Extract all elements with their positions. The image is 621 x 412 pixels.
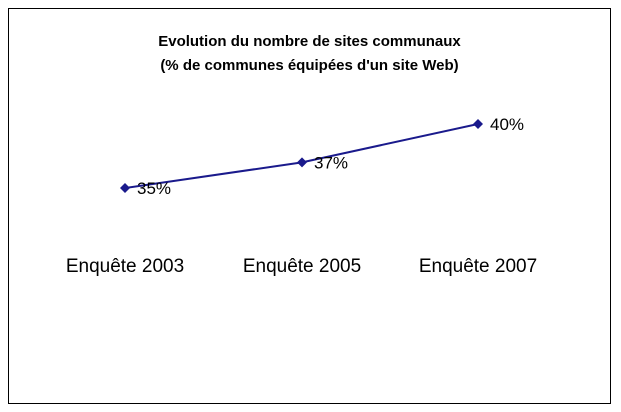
x-tick-label: Enquête 2005 bbox=[243, 256, 361, 277]
data-label: 37% bbox=[314, 153, 348, 172]
data-point-marker bbox=[297, 157, 307, 168]
x-tick-label: Enquête 2003 bbox=[66, 256, 184, 277]
chart-subtitle: (% de communes équipées d'un site Web) bbox=[160, 57, 459, 74]
chart-title: Evolution du nombre de sites communaux bbox=[158, 33, 461, 50]
x-tick-label: Enquête 2007 bbox=[419, 256, 537, 277]
data-point-marker bbox=[120, 183, 130, 193]
tick-label-group: Enquête 2003 Enquête 2005 Enquête 2007 bbox=[66, 256, 537, 277]
data-label: 35% bbox=[137, 179, 171, 198]
chart-frame: Evolution du nombre de sites communaux (… bbox=[8, 8, 611, 404]
series-group: 35% 37% 40% bbox=[120, 115, 524, 198]
data-point-marker bbox=[473, 119, 483, 129]
series-line bbox=[124, 123, 479, 189]
data-label: 40% bbox=[490, 115, 524, 134]
